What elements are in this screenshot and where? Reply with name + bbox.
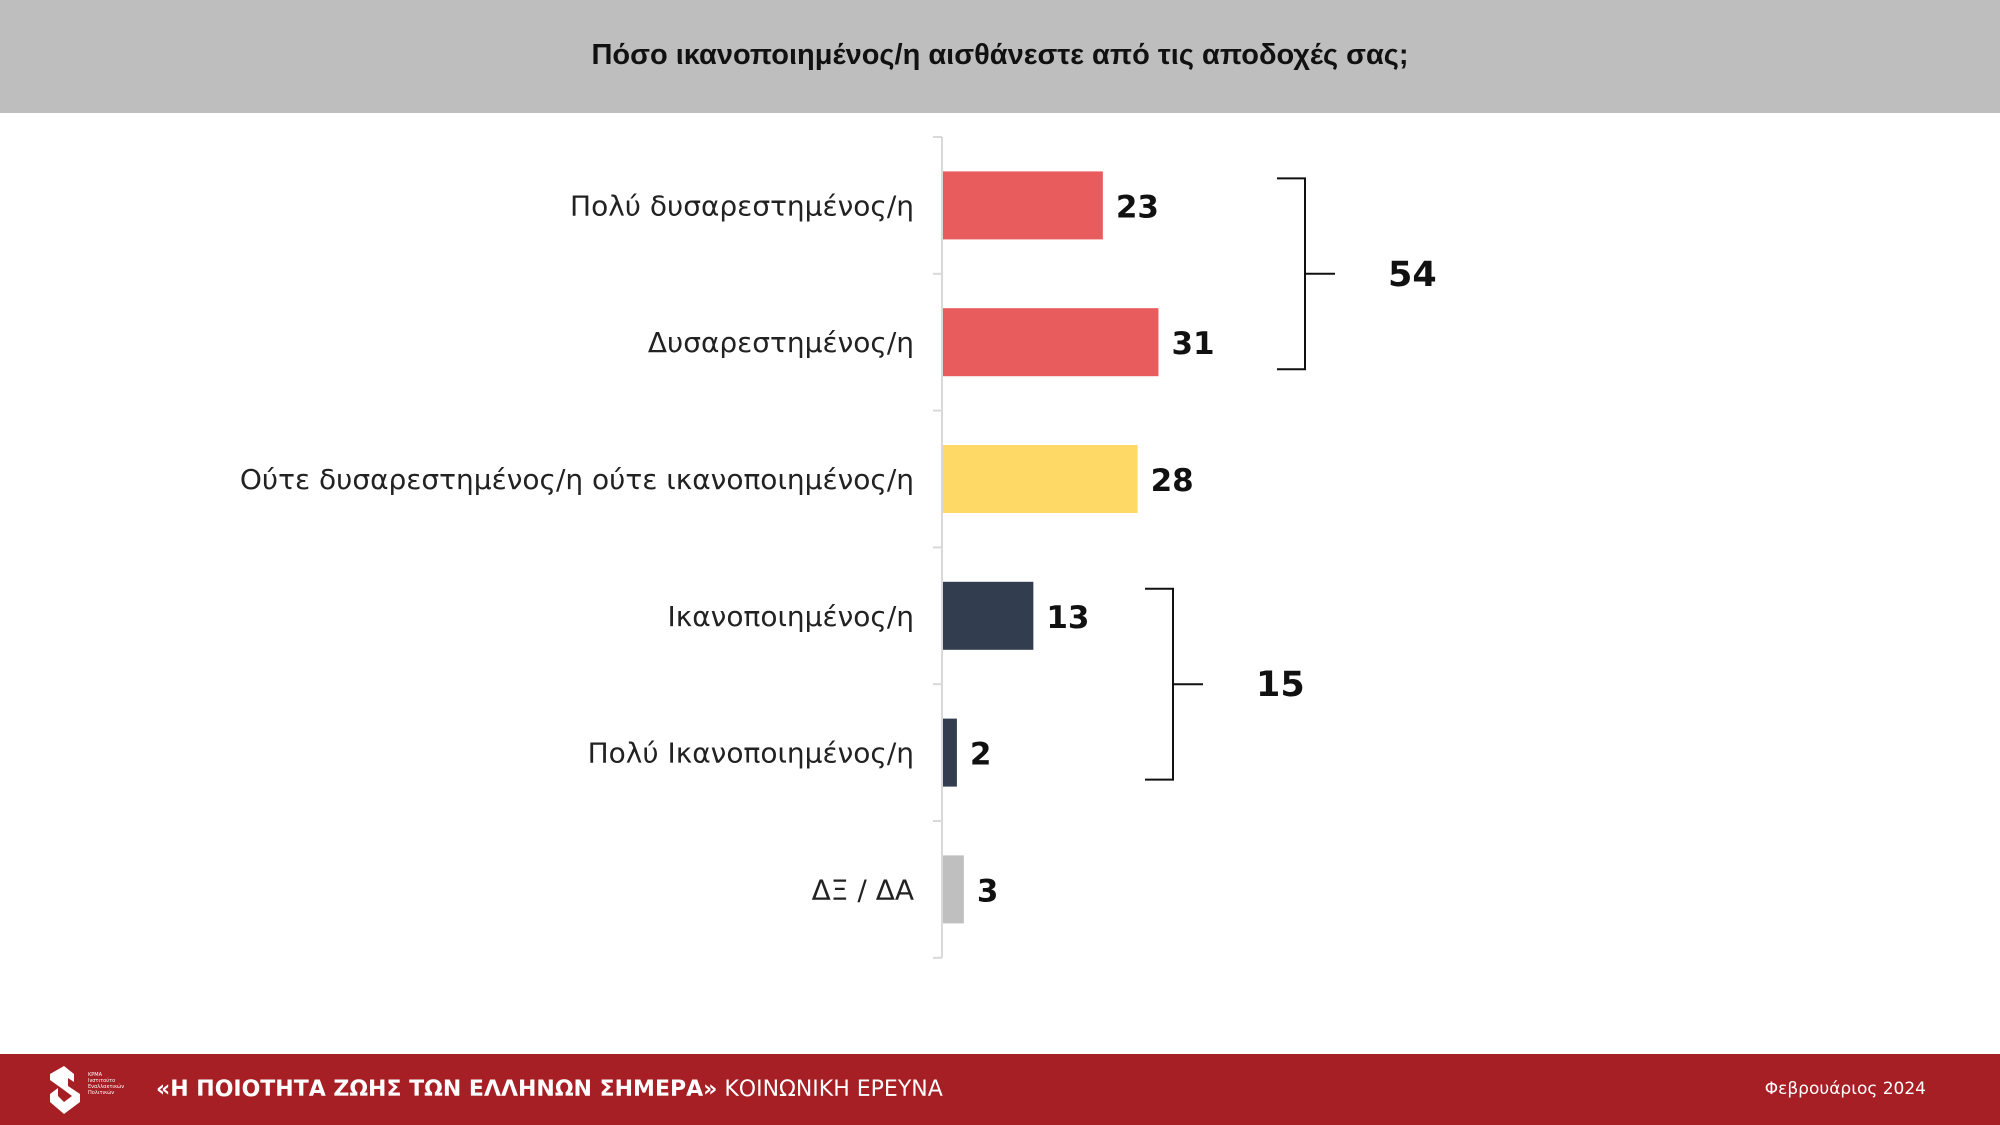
- category-label: Δυσαρεστημένος/η: [648, 326, 914, 359]
- footer-title: «Η ΠΟΙΟΤΗΤΑ ΖΩΗΣ ΤΩΝ ΕΛΛΗΝΩΝ ΣΗΜΕΡΑ» ΚΟΙ…: [156, 1054, 943, 1125]
- data-label: 3: [977, 873, 999, 909]
- data-label: 13: [1046, 600, 1089, 636]
- footer-title-bold: «Η ΠΟΙΟΤΗΤΑ ΖΩΗΣ ΤΩΝ ΕΛΛΗΝΩΝ ΣΗΜΕΡΑ»: [156, 1077, 718, 1102]
- category-label: ΔΞ / ΔΑ: [812, 873, 914, 906]
- footer-bar: ΚΡΜΑ Ινστιτούτο Εναλλακτικών Πολιτικών «…: [0, 1054, 2000, 1125]
- category-label: Πολύ Ικανοποιημένος/η: [588, 737, 914, 770]
- logo-icon: [50, 1066, 80, 1114]
- data-label: 2: [970, 737, 992, 773]
- group-total-label: 15: [1256, 665, 1305, 705]
- category-label: Πολύ δυσαρεστημένος/η: [570, 189, 914, 222]
- group-bracket: [1145, 587, 1203, 781]
- chart-title: Πόσο ικανοποιημένος/η αισθάνεστε από τις…: [591, 39, 1409, 71]
- category-label: Ούτε δυσαρεστημένος/η ούτε ικανοποιημένο…: [240, 463, 914, 496]
- bar: [943, 855, 964, 924]
- footer-title-rest: ΚΟΙΝΩΝΙΚΗ ΕΡΕΥΝΑ: [717, 1077, 943, 1102]
- bar: [943, 171, 1103, 240]
- bar: [943, 718, 957, 787]
- group-bracket: [1277, 177, 1335, 371]
- group-total-label: 54: [1388, 255, 1437, 295]
- bar: [943, 308, 1159, 377]
- header-bar: Πόσο ικανοποιημένος/η αισθάνεστε από τις…: [0, 0, 2000, 113]
- footer-date: Φεβρουάριος 2024: [1764, 1079, 1926, 1099]
- bar: [943, 445, 1138, 513]
- data-label: 28: [1151, 463, 1194, 499]
- bar: [943, 581, 1034, 650]
- logo-text: ΚΡΜΑ Ινστιτούτο Εναλλακτικών Πολιτικών: [88, 1072, 125, 1096]
- data-label: 31: [1171, 326, 1214, 362]
- data-label: 23: [1116, 189, 1159, 225]
- category-label: Ικανοποιημένος/η: [667, 600, 914, 633]
